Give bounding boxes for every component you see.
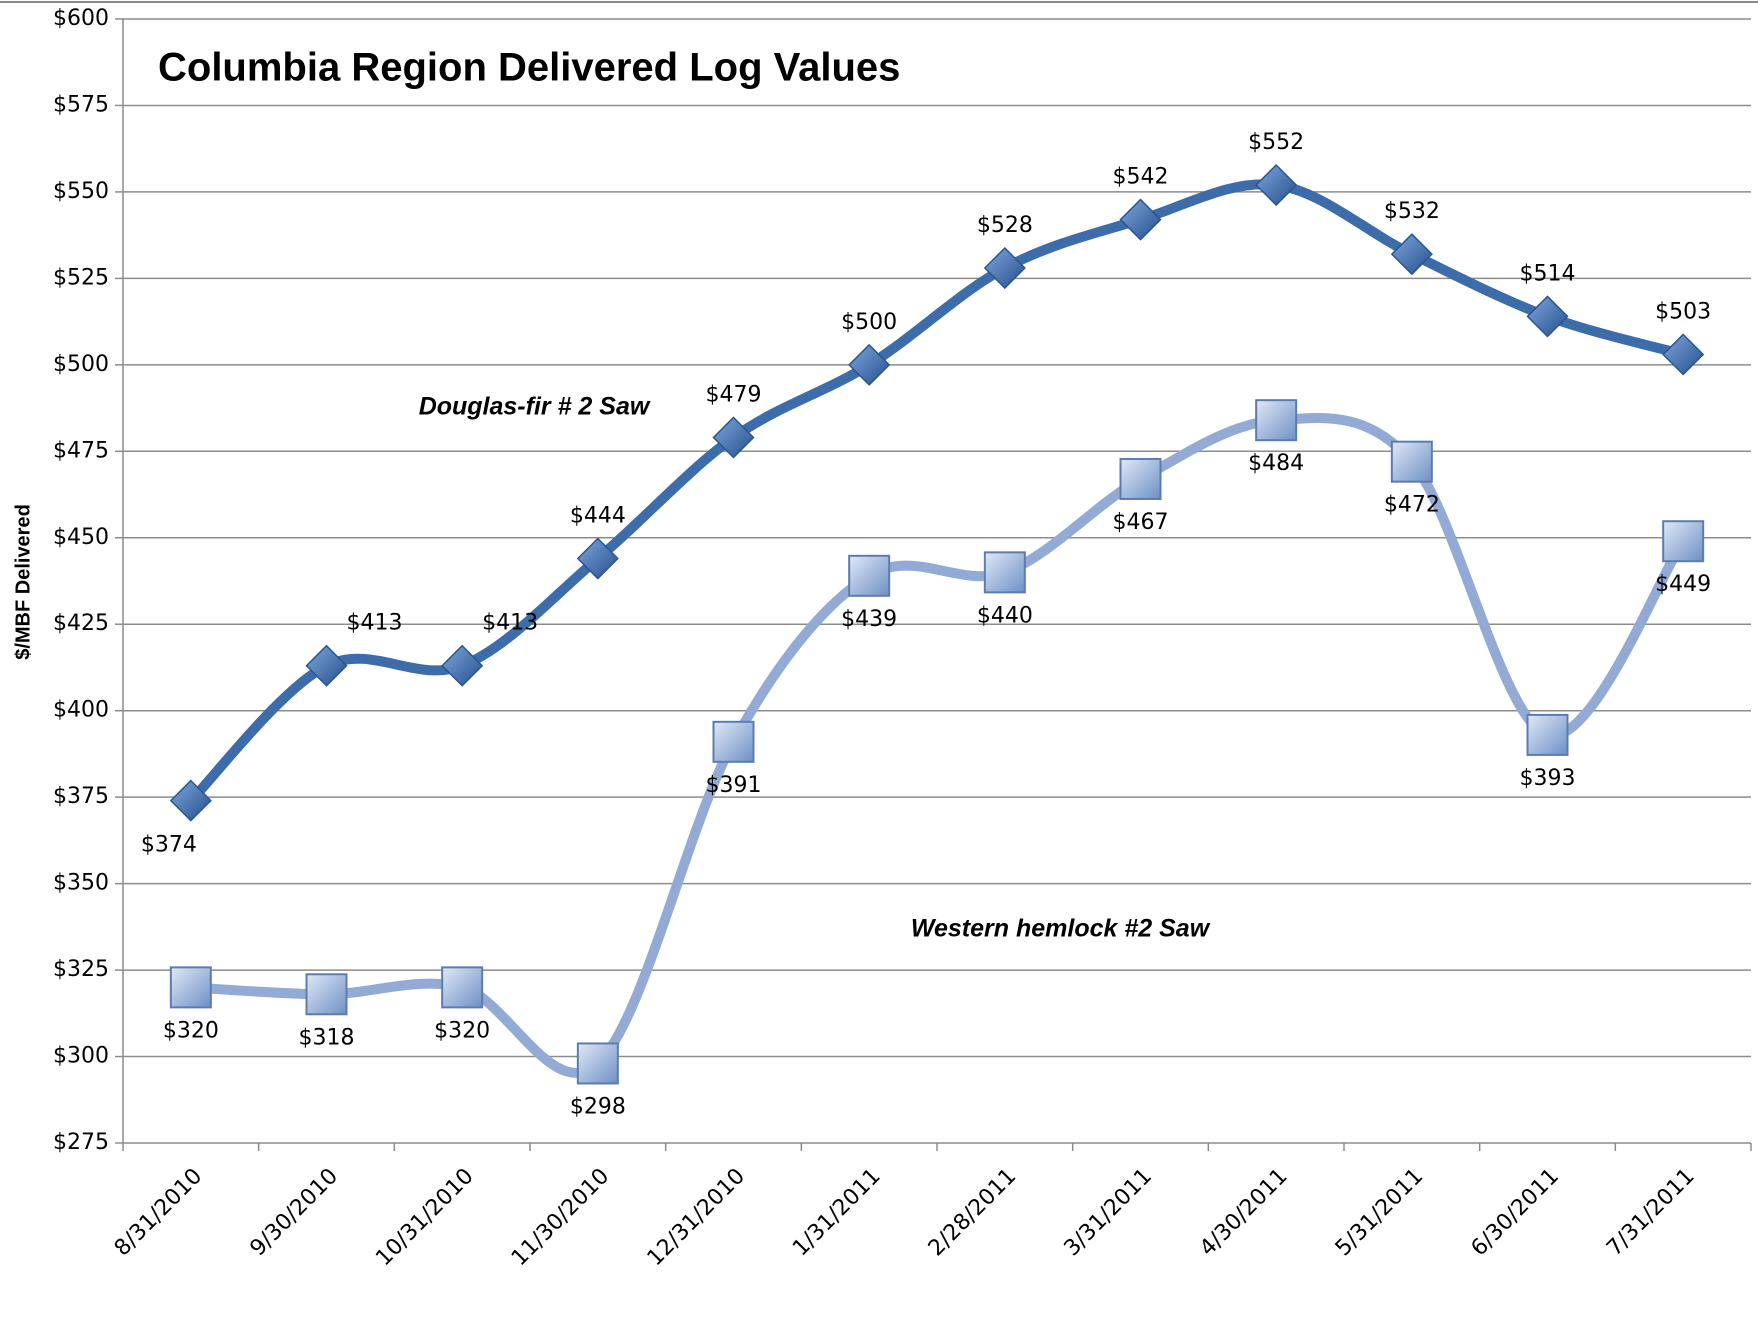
y-tick-label: $550 [53, 179, 109, 204]
marker [983, 246, 1026, 290]
data-label: $472 [1384, 493, 1440, 518]
marker [1255, 163, 1298, 207]
y-tick-label: $525 [53, 265, 109, 290]
data-label: $552 [1248, 130, 1304, 155]
x-tick-label: 2/28/2011 [924, 1164, 1021, 1261]
y-tick-label: $475 [53, 438, 109, 463]
marker [1526, 713, 1569, 756]
marker [1526, 295, 1569, 338]
series-line [185, 412, 1689, 1078]
x-tick-label: 10/31/2010 [371, 1164, 478, 1271]
x-tick-label: 1/31/2011 [788, 1164, 885, 1261]
x-tick-label: 4/30/2011 [1195, 1164, 1292, 1261]
data-label: $484 [1248, 451, 1304, 476]
marker [305, 644, 348, 687]
x-tick-label: 7/31/2011 [1602, 1164, 1699, 1261]
data-label: $479 [706, 382, 762, 407]
y-tick-label: $375 [53, 784, 109, 809]
x-tick-label: 5/31/2011 [1331, 1164, 1428, 1261]
data-label: $413 [482, 611, 538, 636]
marker [983, 551, 1026, 594]
y-tick-label: $400 [53, 698, 109, 723]
marker [848, 554, 891, 597]
marker [169, 966, 212, 1009]
data-label: $514 [1520, 261, 1576, 286]
y-tick-label: $500 [53, 352, 109, 377]
data-label: $391 [706, 773, 762, 798]
marker [441, 966, 484, 1009]
data-label: $467 [1113, 510, 1169, 535]
marker [712, 416, 755, 459]
data-label: $444 [570, 504, 626, 529]
y-tick-label: $300 [53, 1044, 109, 1069]
data-label: $532 [1384, 199, 1440, 224]
data-label: $320 [163, 1018, 219, 1043]
data-label: $500 [841, 310, 897, 335]
data-label: $413 [347, 611, 403, 636]
data-label: $318 [299, 1025, 355, 1050]
marker [1390, 440, 1433, 483]
data-label: $393 [1520, 766, 1576, 791]
y-tick-label: $425 [53, 611, 109, 636]
marker [712, 720, 755, 763]
chart-title: Columbia Region Delivered Log Values [158, 46, 900, 90]
marker [1662, 333, 1705, 376]
marker [576, 1042, 619, 1085]
data-label: $298 [570, 1094, 626, 1119]
data-label: $503 [1655, 299, 1711, 324]
marker [576, 537, 619, 580]
y-tick-label: $350 [53, 871, 109, 896]
marker [1119, 457, 1162, 500]
y-tick-label: $600 [53, 6, 109, 31]
series-name: Western hemlock #2 Saw [911, 915, 1211, 943]
marker [848, 343, 891, 386]
series-name: Douglas-fir # 2 Saw [419, 393, 651, 421]
data-label: $320 [434, 1018, 490, 1043]
x-tick-label: 6/30/2011 [1467, 1164, 1564, 1261]
x-tick-label: 12/31/2010 [643, 1164, 750, 1271]
data-label: $528 [977, 213, 1033, 238]
x-tick-label: 11/30/2010 [507, 1164, 614, 1271]
data-label: $542 [1113, 165, 1169, 190]
series-line [185, 179, 1689, 806]
marker [1119, 198, 1162, 241]
data-label: $374 [141, 833, 197, 858]
y-tick-label: $575 [53, 92, 109, 117]
x-tick-label: 9/30/2010 [246, 1164, 343, 1261]
marker [305, 973, 348, 1016]
marker [1255, 399, 1298, 442]
y-tick-label: $325 [53, 957, 109, 982]
x-tick-label: 8/31/2010 [110, 1164, 207, 1261]
x-tick-label: 3/31/2011 [1060, 1164, 1157, 1261]
data-label: $440 [977, 603, 1033, 628]
data-label: $449 [1655, 572, 1711, 597]
marker [1662, 520, 1705, 563]
y-tick-label: $450 [53, 525, 109, 550]
data-label: $439 [841, 607, 897, 632]
y-axis-label: $/MBF Delivered [12, 504, 34, 660]
marker [169, 779, 212, 822]
marker [1390, 233, 1433, 276]
y-tick-label: $275 [53, 1130, 109, 1155]
marker [441, 644, 484, 687]
